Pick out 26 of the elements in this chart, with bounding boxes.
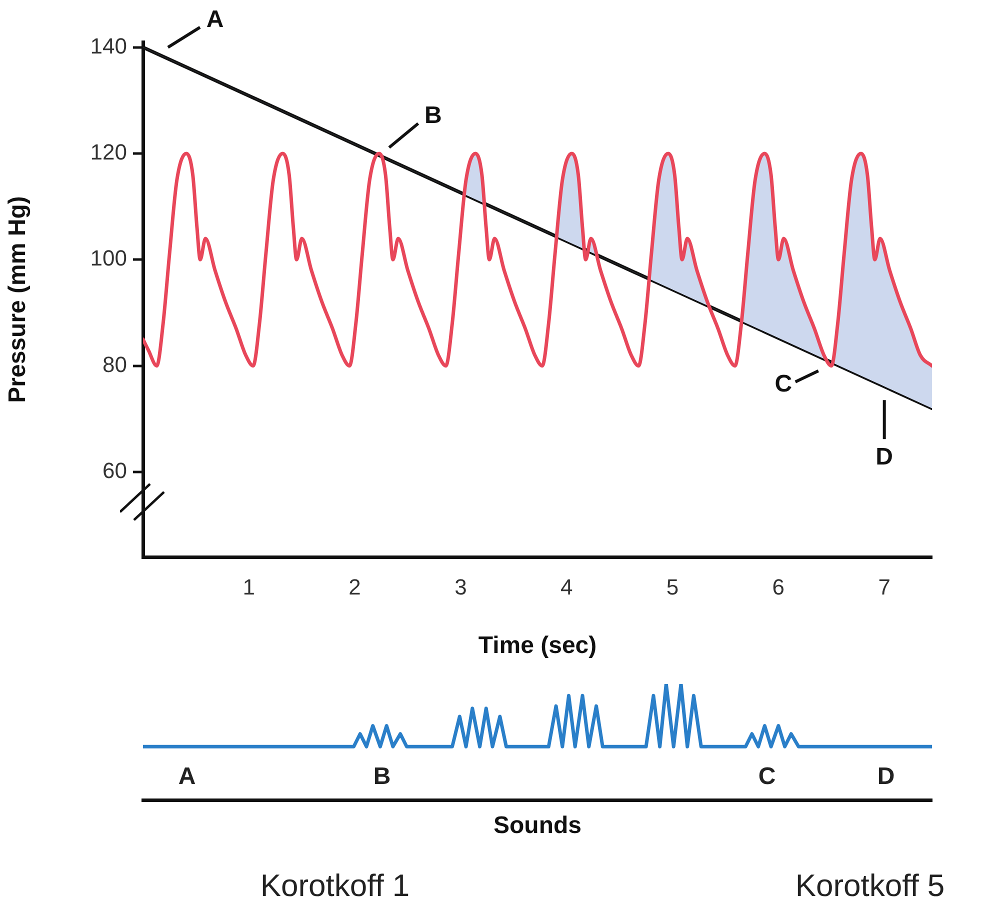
y-tick-label: 100 — [90, 246, 127, 271]
x-tick-label: 1 — [242, 574, 256, 600]
y-axis-title: Pressure (mm Hg) — [4, 196, 32, 403]
y-tick-label: 60 — [102, 458, 127, 484]
annotation: D — [876, 444, 894, 471]
x-tick-label: 4 — [560, 574, 573, 600]
text: Korotkoff 5 — [794, 867, 946, 904]
x-tick-label: 6 — [772, 574, 785, 600]
x-axis-title: Sounds — [494, 812, 582, 840]
annotation: D — [877, 763, 895, 790]
x-tick-label: 2 — [348, 574, 361, 600]
y-tick-label: 120 — [90, 140, 127, 165]
x-tick-label: 7 — [878, 574, 890, 600]
annotation: B — [372, 763, 392, 792]
x-tick-label: 5 — [666, 574, 679, 600]
annotation: C — [774, 370, 792, 398]
annotation: B — [424, 102, 442, 130]
x-axis-title: Time (sec) — [478, 632, 597, 660]
annotation: A — [177, 763, 197, 792]
x-tick-label: 3 — [454, 574, 467, 600]
text: Korotkoff 1 — [259, 867, 411, 904]
annotation: A — [206, 6, 224, 33]
line-series — [143, 152, 932, 368]
annotation: C — [758, 763, 776, 790]
y-tick-label: 80 — [102, 352, 127, 377]
y-tick-label: 140 — [90, 33, 127, 58]
